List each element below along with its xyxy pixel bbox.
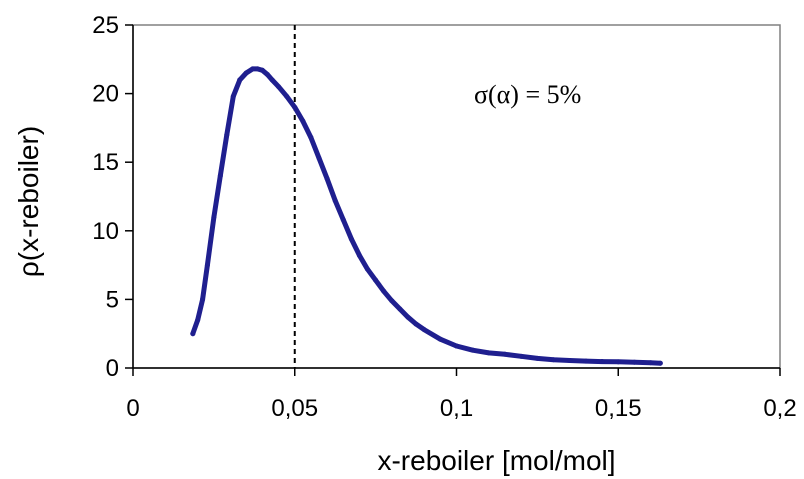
data-point <box>224 132 230 138</box>
data-point <box>250 66 256 72</box>
data-point <box>324 176 330 182</box>
data-point <box>243 70 249 76</box>
data-point <box>269 77 275 83</box>
y-axis-title: ρ(x-reboiler) <box>13 126 44 277</box>
data-point <box>454 343 459 349</box>
x-axis-title: x-reboiler [mol/mol] <box>377 445 615 476</box>
data-point <box>356 252 362 258</box>
x-axis-tick-label: 0,2 <box>763 395 796 422</box>
tick-labels-layer: 0 5 10 15 20 25 0 0,05 0,1 0,15 0,2 <box>92 12 796 422</box>
y-axis-tick-label: 0 <box>106 355 119 382</box>
data-point <box>534 355 540 361</box>
y-axis-tick-label: 5 <box>106 286 119 313</box>
data-point <box>255 66 261 72</box>
x-axis-tick-label: 0 <box>126 395 139 422</box>
data-point <box>389 298 395 304</box>
data-point <box>316 155 322 161</box>
data-point <box>518 353 524 359</box>
data-point <box>348 236 354 242</box>
y-axis-tick-label: 20 <box>92 81 119 108</box>
data-point <box>237 77 243 83</box>
data-point <box>567 357 573 363</box>
data-point <box>200 296 206 302</box>
data-point <box>599 359 605 365</box>
x-axis-tick-label: 0,05 <box>271 395 318 422</box>
data-point <box>284 93 290 99</box>
data-point <box>300 118 306 124</box>
points-layer <box>190 66 663 366</box>
y-axis-tick-label: 10 <box>92 218 119 245</box>
data-point <box>373 277 379 283</box>
data-point <box>413 321 419 327</box>
ticks-layer <box>125 24 781 376</box>
data-point <box>421 327 427 333</box>
x-axis-tick-label: 0,1 <box>440 395 473 422</box>
data-point <box>615 359 621 365</box>
data-point <box>381 288 387 294</box>
data-point <box>292 104 298 110</box>
data-point <box>332 198 338 204</box>
data-point <box>551 357 557 363</box>
data-point <box>308 135 314 141</box>
data-point <box>437 336 443 342</box>
data-point <box>648 360 654 366</box>
data-point <box>486 350 492 356</box>
data-point <box>583 358 589 364</box>
data-point <box>217 173 223 179</box>
y-axis-tick-label: 15 <box>92 149 119 176</box>
y-axis-tick-label: 25 <box>92 12 119 39</box>
x-axis-tick-label: 0,15 <box>595 395 642 422</box>
data-point <box>259 67 265 73</box>
data-point <box>211 214 217 220</box>
data-point <box>397 306 403 312</box>
data-point <box>340 217 346 223</box>
data-point <box>276 84 282 90</box>
annotation-text: σ(α) = 5% <box>474 80 581 109</box>
data-point <box>405 314 411 320</box>
data-point <box>195 317 201 323</box>
data-point <box>204 262 210 268</box>
data-point <box>470 347 476 353</box>
data-point <box>264 71 270 77</box>
data-point <box>365 266 371 272</box>
data-point <box>631 359 637 365</box>
data-point <box>190 331 196 337</box>
data-point <box>657 360 663 366</box>
data-point <box>502 351 508 357</box>
data-point <box>230 93 236 99</box>
